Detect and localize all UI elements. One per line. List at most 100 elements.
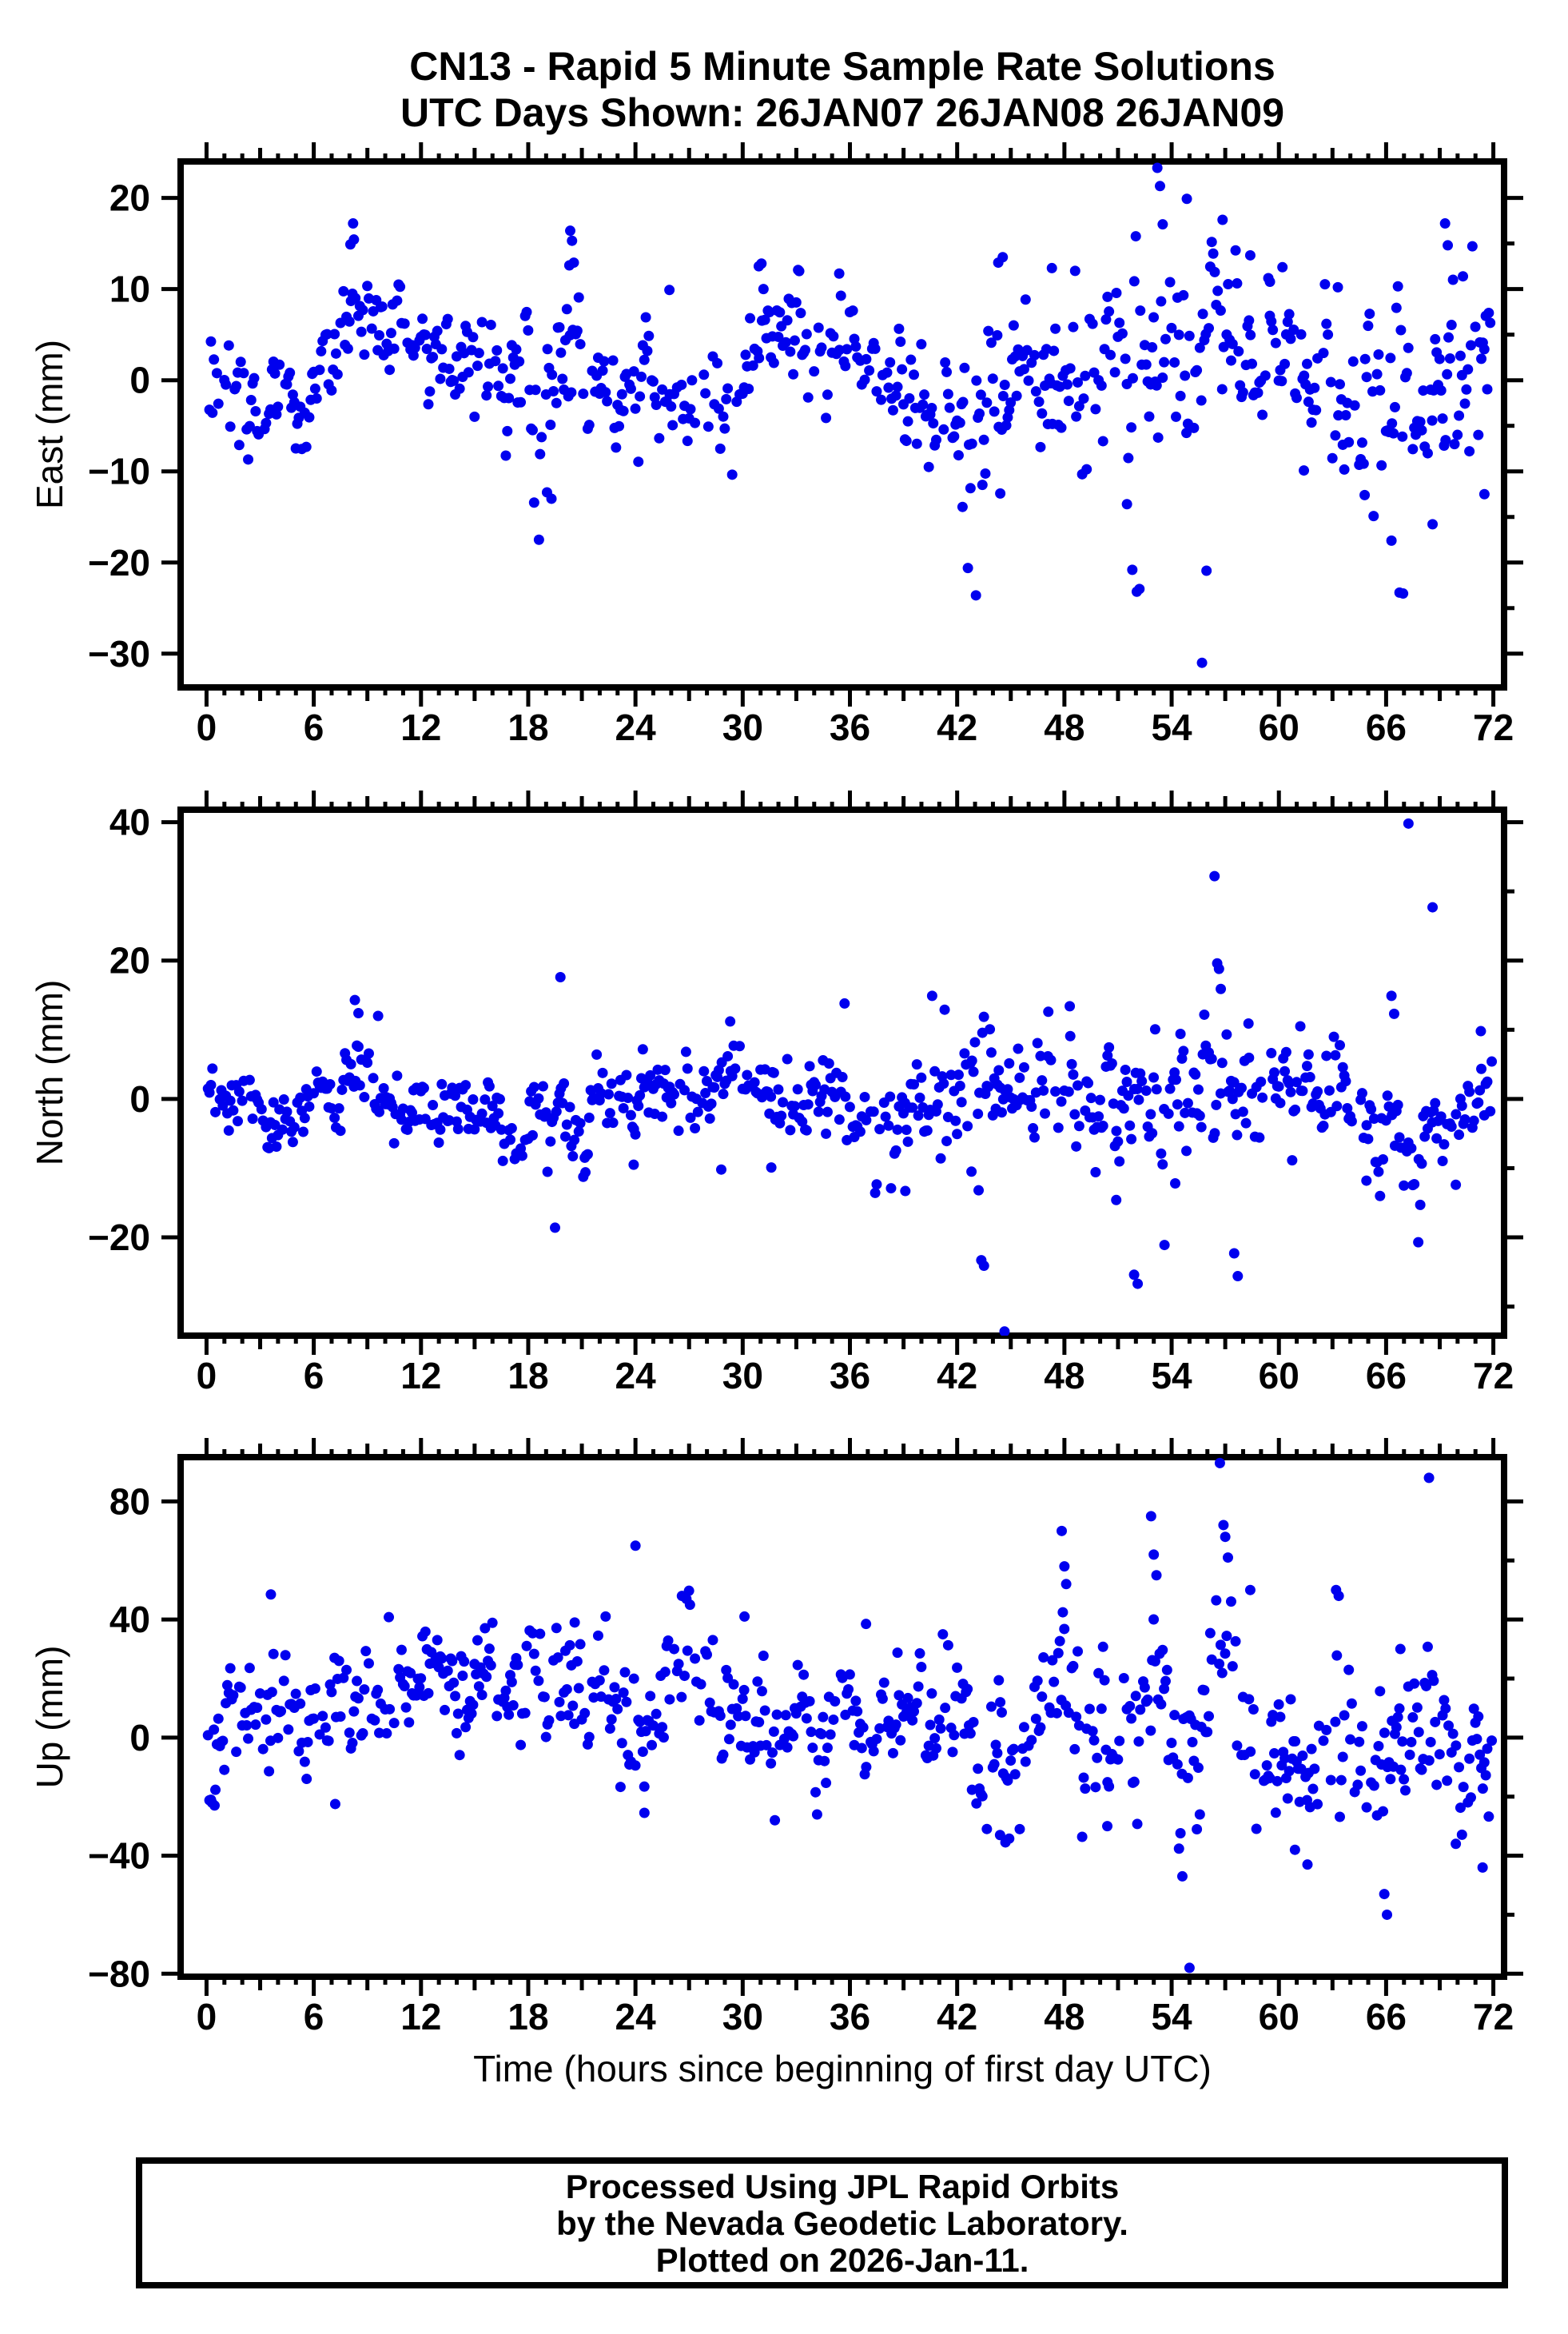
data-point — [643, 330, 655, 341]
data-point — [718, 1089, 729, 1100]
data-point — [1180, 370, 1191, 381]
data-point — [676, 379, 687, 390]
data-point — [847, 305, 858, 317]
data-point — [887, 1747, 898, 1758]
data-point — [679, 1085, 690, 1096]
data-point — [1218, 1519, 1229, 1531]
data-point — [1275, 1097, 1286, 1109]
data-point — [1071, 1141, 1082, 1152]
data-point — [904, 392, 915, 404]
data-point — [754, 352, 765, 364]
data-point — [1391, 1722, 1402, 1733]
data-point — [807, 1743, 818, 1754]
y-tick-label: 20 — [109, 940, 150, 982]
data-point — [400, 1702, 412, 1713]
data-point — [985, 337, 997, 349]
data-point — [554, 322, 565, 333]
data-point — [923, 461, 934, 472]
data-point — [1164, 1083, 1176, 1094]
x-tick-label: 36 — [830, 1355, 870, 1396]
data-point — [1434, 1749, 1445, 1760]
data-point — [828, 1714, 839, 1725]
data-point — [378, 1083, 389, 1094]
data-point — [939, 1004, 950, 1015]
data-point — [718, 411, 729, 422]
data-point — [269, 1119, 281, 1130]
data-point — [926, 403, 937, 414]
y-tick-label: −30 — [88, 633, 150, 675]
data-point — [914, 1648, 925, 1659]
data-point — [311, 392, 322, 404]
data-point — [633, 1101, 644, 1112]
data-point — [1126, 1133, 1137, 1145]
data-point — [1318, 1735, 1329, 1747]
data-point — [1440, 435, 1451, 446]
data-point — [1437, 413, 1448, 424]
data-point — [1166, 1737, 1177, 1748]
up-data-points — [202, 1457, 1498, 1974]
data-point — [1359, 353, 1371, 364]
data-point — [1136, 1076, 1148, 1087]
data-point — [949, 431, 960, 442]
data-point — [1096, 1703, 1107, 1715]
data-point — [485, 1659, 496, 1671]
data-point — [564, 1639, 575, 1651]
data-point — [714, 1711, 726, 1722]
data-point — [1244, 1584, 1256, 1595]
data-point — [495, 1124, 507, 1135]
data-point — [1302, 358, 1313, 369]
data-point — [1327, 452, 1338, 464]
data-point — [1364, 309, 1375, 320]
data-point — [609, 1682, 620, 1693]
data-point — [941, 366, 953, 377]
data-point — [1395, 1764, 1407, 1775]
data-point — [992, 330, 1003, 341]
data-point — [942, 388, 953, 400]
data-point — [1220, 1531, 1231, 1543]
data-point — [1029, 349, 1040, 360]
data-point — [530, 1665, 541, 1676]
data-point — [450, 1691, 461, 1702]
data-point — [433, 1137, 444, 1149]
data-point — [1068, 1660, 1079, 1671]
data-point — [1216, 1667, 1228, 1679]
data-point — [448, 375, 460, 386]
data-point — [690, 417, 701, 428]
data-point — [207, 1063, 218, 1074]
data-point — [839, 998, 850, 1009]
data-point — [1283, 1766, 1295, 1777]
data-point — [539, 1691, 550, 1703]
data-point — [548, 386, 559, 397]
x-tick-label: 0 — [197, 707, 217, 748]
data-point — [1020, 294, 1031, 305]
data-point — [966, 1055, 977, 1066]
data-point — [917, 399, 929, 410]
data-point — [749, 1747, 760, 1758]
data-point — [1152, 162, 1163, 173]
up-frame — [177, 1454, 1507, 1980]
data-point — [893, 1690, 905, 1701]
data-point — [388, 1137, 400, 1149]
data-point — [469, 1124, 480, 1135]
data-point — [571, 325, 583, 337]
data-point — [551, 1106, 562, 1117]
data-point — [1399, 1785, 1411, 1796]
data-point — [321, 329, 332, 340]
data-point — [1463, 364, 1474, 375]
data-point — [309, 1683, 320, 1695]
data-point — [902, 416, 913, 427]
data-point — [966, 1166, 977, 1177]
data-point — [737, 1693, 748, 1704]
data-point — [861, 1114, 872, 1125]
data-point — [780, 1710, 791, 1721]
data-point — [740, 349, 751, 360]
data-point — [768, 357, 779, 368]
data-point — [1422, 1641, 1433, 1652]
data-point — [583, 1731, 595, 1743]
data-point — [354, 1080, 365, 1091]
data-point — [953, 450, 964, 461]
data-point — [329, 1798, 340, 1810]
data-point — [695, 1679, 706, 1690]
data-point — [1005, 1755, 1017, 1766]
data-point — [1192, 1762, 1204, 1774]
